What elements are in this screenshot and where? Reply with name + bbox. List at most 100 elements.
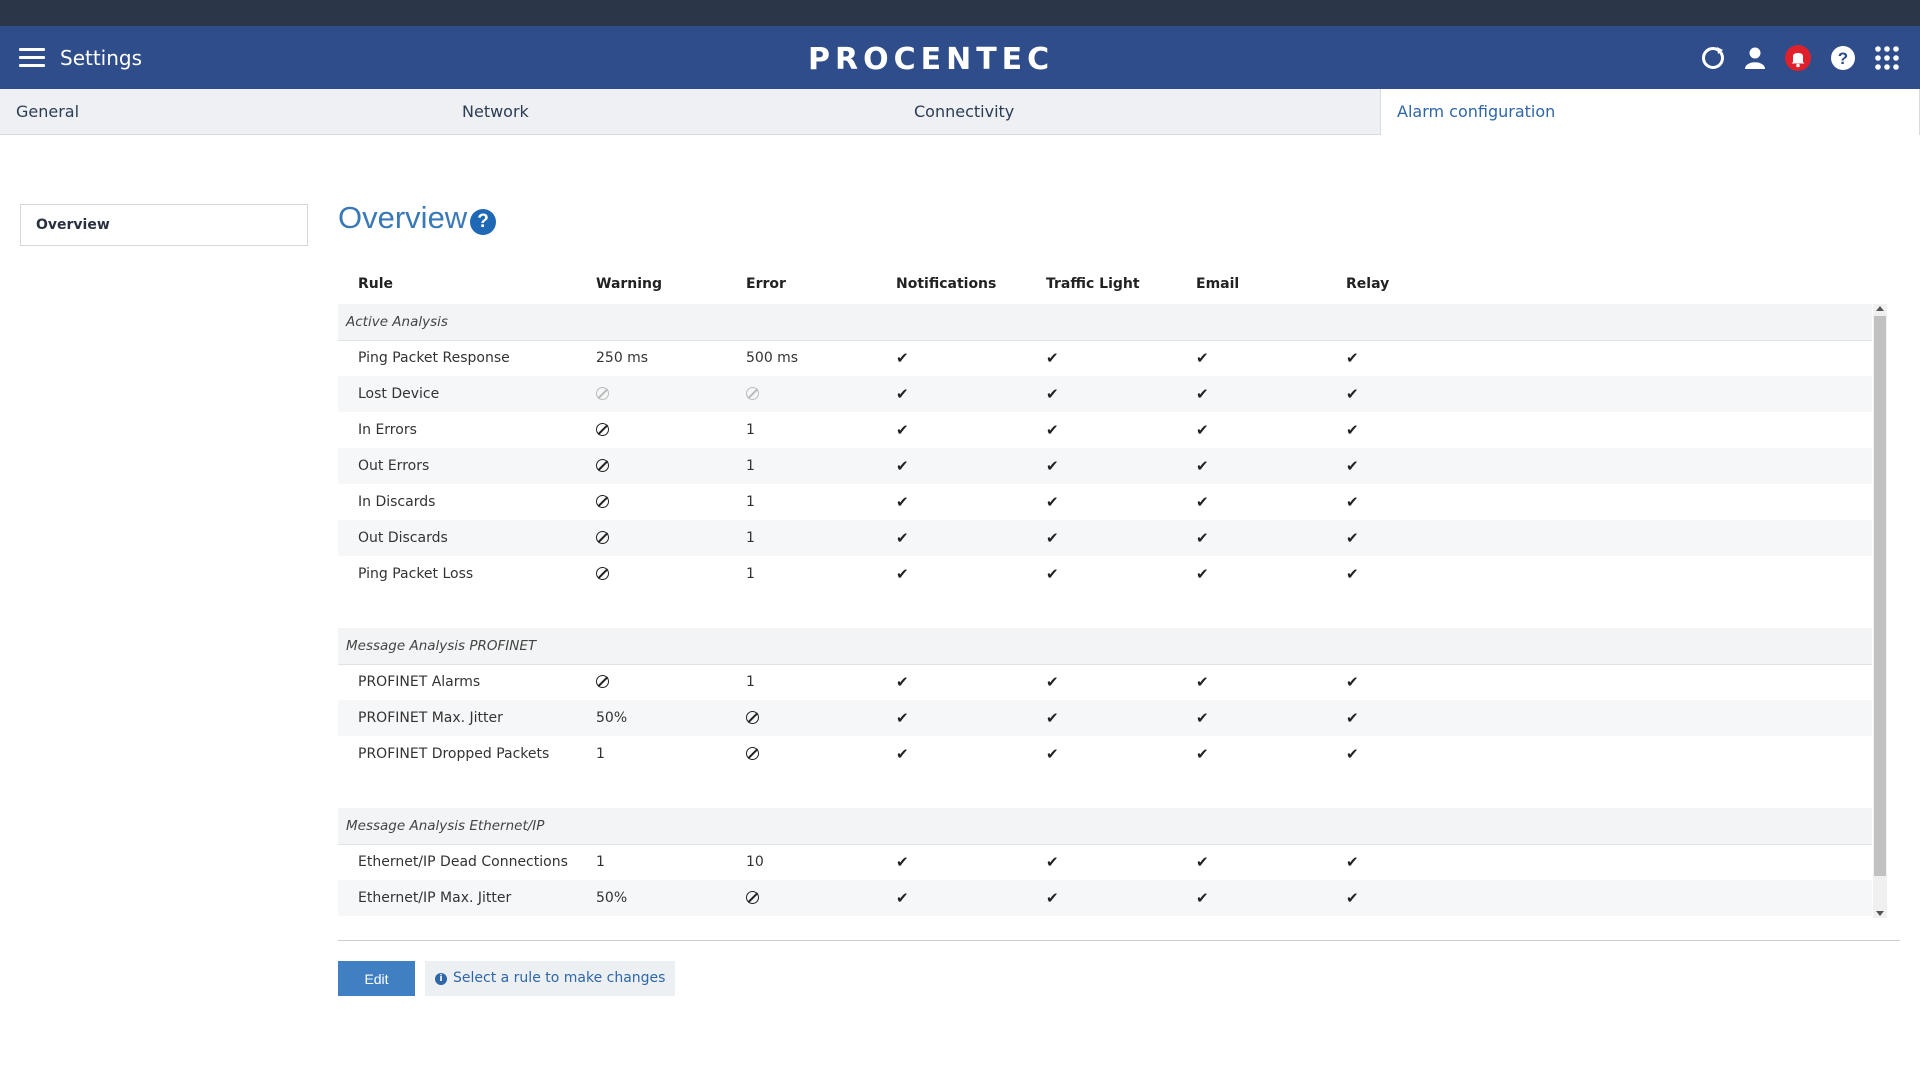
rule-name-cell: In Errors xyxy=(358,422,417,438)
scroll-up-arrow-icon[interactable] xyxy=(1876,306,1884,311)
svg-text:?: ? xyxy=(1838,49,1848,68)
table-row[interactable]: In Errors 1 ✔ ✔ ✔ ✔ xyxy=(338,412,1872,448)
apps-grid-icon[interactable] xyxy=(1874,45,1900,71)
table-row[interactable]: PROFINET Dropped Packets 1 ✔ ✔ ✔ ✔ xyxy=(338,736,1872,772)
error-value-cell: 1 xyxy=(746,494,755,510)
help-icon[interactable]: ? xyxy=(1830,45,1856,71)
traffic-light-checkmark-icon: ✔ xyxy=(1046,493,1059,511)
table-row[interactable]: PROFINET Max. Jitter 50% ✔ ✔ ✔ ✔ xyxy=(338,700,1872,736)
group-header-row: Message Analysis Ethernet/IP xyxy=(338,808,1872,845)
error-disabled-icon xyxy=(746,700,759,736)
table-row[interactable]: PROFINET Alarms 1 ✔ ✔ ✔ ✔ xyxy=(338,664,1872,700)
column-header-rule: Rule xyxy=(358,276,394,292)
table-scrollbar[interactable] xyxy=(1873,304,1887,918)
tab-general[interactable]: General xyxy=(16,102,80,121)
relay-checkmark-icon: ✔ xyxy=(1346,385,1359,403)
error-value-cell: 1 xyxy=(746,422,755,438)
relay-checkmark-icon: ✔ xyxy=(1346,889,1359,907)
bell-icon[interactable] xyxy=(1785,45,1811,71)
traffic-light-checkmark-icon: ✔ xyxy=(1046,385,1059,403)
email-checkmark-icon: ✔ xyxy=(1196,385,1209,403)
notifications-checkmark-icon: ✔ xyxy=(896,745,909,763)
table-row[interactable]: Ethernet/IP Max. Jitter 50% ✔ ✔ ✔ ✔ xyxy=(338,880,1872,916)
relay-checkmark-icon: ✔ xyxy=(1346,529,1359,547)
rule-name-cell: Out Errors xyxy=(358,458,430,474)
traffic-light-checkmark-icon: ✔ xyxy=(1046,421,1059,439)
notifications-checkmark-icon: ✔ xyxy=(896,673,909,691)
error-disabled-icon xyxy=(746,376,759,412)
traffic-light-checkmark-icon: ✔ xyxy=(1046,889,1059,907)
scroll-thumb[interactable] xyxy=(1874,316,1886,876)
email-checkmark-icon: ✔ xyxy=(1196,673,1209,691)
traffic-light-checkmark-icon: ✔ xyxy=(1046,709,1059,727)
notifications-checkmark-icon: ✔ xyxy=(896,349,909,367)
relay-checkmark-icon: ✔ xyxy=(1346,565,1359,583)
error-disabled-icon xyxy=(746,880,759,916)
table-row[interactable]: Ping Packet Loss 1 ✔ ✔ ✔ ✔ xyxy=(338,556,1872,592)
disabled-circle-icon xyxy=(596,531,609,544)
disabled-circle-icon xyxy=(596,567,609,580)
tab-network[interactable]: Network xyxy=(462,102,529,121)
table-row[interactable]: Lost Device ✔ ✔ ✔ ✔ xyxy=(338,376,1872,412)
rule-name-cell: In Discards xyxy=(358,494,436,510)
relay-checkmark-icon: ✔ xyxy=(1346,421,1359,439)
disabled-circle-icon xyxy=(596,675,609,688)
scroll-down-arrow-icon[interactable] xyxy=(1876,911,1884,916)
disabled-circle-icon xyxy=(596,387,609,400)
email-checkmark-icon: ✔ xyxy=(1196,565,1209,583)
edit-button[interactable]: Edit xyxy=(338,961,415,996)
error-value-cell: 10 xyxy=(746,854,764,870)
disabled-circle-icon xyxy=(596,459,609,472)
notifications-checkmark-icon: ✔ xyxy=(896,565,909,583)
warning-disabled-icon xyxy=(596,448,609,484)
sidebar-item-overview[interactable]: Overview xyxy=(20,204,308,246)
email-checkmark-icon: ✔ xyxy=(1196,457,1209,475)
question-help-icon[interactable]: ? xyxy=(470,209,496,235)
column-header-relay: Relay xyxy=(1346,276,1390,292)
user-icon[interactable] xyxy=(1742,45,1768,71)
email-checkmark-icon: ✔ xyxy=(1196,493,1209,511)
table-row[interactable]: Out Discards 1 ✔ ✔ ✔ ✔ xyxy=(338,520,1872,556)
warning-disabled-icon xyxy=(596,520,609,556)
header-title: Settings xyxy=(60,46,143,70)
disabled-circle-icon xyxy=(746,891,759,904)
refresh-icon[interactable] xyxy=(1700,45,1726,71)
traffic-light-checkmark-icon: ✔ xyxy=(1046,673,1059,691)
rule-name-cell: PROFINET Dropped Packets xyxy=(358,746,550,762)
notifications-checkmark-icon: ✔ xyxy=(896,889,909,907)
traffic-light-checkmark-icon: ✔ xyxy=(1046,565,1059,583)
rule-name-cell: Ethernet/IP Dead Connections xyxy=(358,854,568,870)
group-header-row: Active Analysis xyxy=(338,304,1872,341)
info-icon: i xyxy=(435,973,447,985)
column-header-email: Email xyxy=(1196,276,1240,292)
relay-checkmark-icon: ✔ xyxy=(1346,457,1359,475)
disabled-circle-icon xyxy=(596,423,609,436)
rule-name-cell: Lost Device xyxy=(358,386,440,402)
window-top-strip xyxy=(0,0,1920,26)
table-row[interactable]: Out Errors 1 ✔ ✔ ✔ ✔ xyxy=(338,448,1872,484)
hamburger-menu-icon[interactable] xyxy=(19,48,45,68)
rule-name-cell: Ping Packet Loss xyxy=(358,566,474,582)
column-header-warning: Warning xyxy=(596,276,663,292)
table-row[interactable]: Ping Packet Response 250 ms 500 ms ✔ ✔ ✔ ✔ xyxy=(338,340,1872,376)
app-header: Settings PROCENTEC ? xyxy=(0,26,1920,89)
email-checkmark-icon: ✔ xyxy=(1196,349,1209,367)
disabled-circle-icon xyxy=(746,747,759,760)
table-row[interactable]: Ethernet/IP Dead Connections 1 10 ✔ ✔ ✔ ✔ xyxy=(338,844,1872,880)
notifications-checkmark-icon: ✔ xyxy=(896,421,909,439)
info-hint: i Select a rule to make changes xyxy=(425,961,676,996)
disabled-circle-icon xyxy=(596,495,609,508)
tab-alarm-configuration[interactable]: Alarm configuration xyxy=(1380,89,1920,135)
column-header-notifications: Notifications xyxy=(896,276,997,292)
email-checkmark-icon: ✔ xyxy=(1196,889,1209,907)
relay-checkmark-icon: ✔ xyxy=(1346,853,1359,871)
table-row[interactable]: In Discards 1 ✔ ✔ ✔ ✔ xyxy=(338,484,1872,520)
email-checkmark-icon: ✔ xyxy=(1196,853,1209,871)
rules-table: Active Analysis Ping Packet Response 250 m… xyxy=(338,304,1888,918)
relay-checkmark-icon: ✔ xyxy=(1346,709,1359,727)
rule-name-cell: PROFINET Alarms xyxy=(358,674,481,690)
tab-connectivity[interactable]: Connectivity xyxy=(914,102,1015,121)
relay-checkmark-icon: ✔ xyxy=(1346,349,1359,367)
rule-name-cell: Ping Packet Response xyxy=(358,350,510,366)
error-value-cell: 1 xyxy=(746,566,755,582)
